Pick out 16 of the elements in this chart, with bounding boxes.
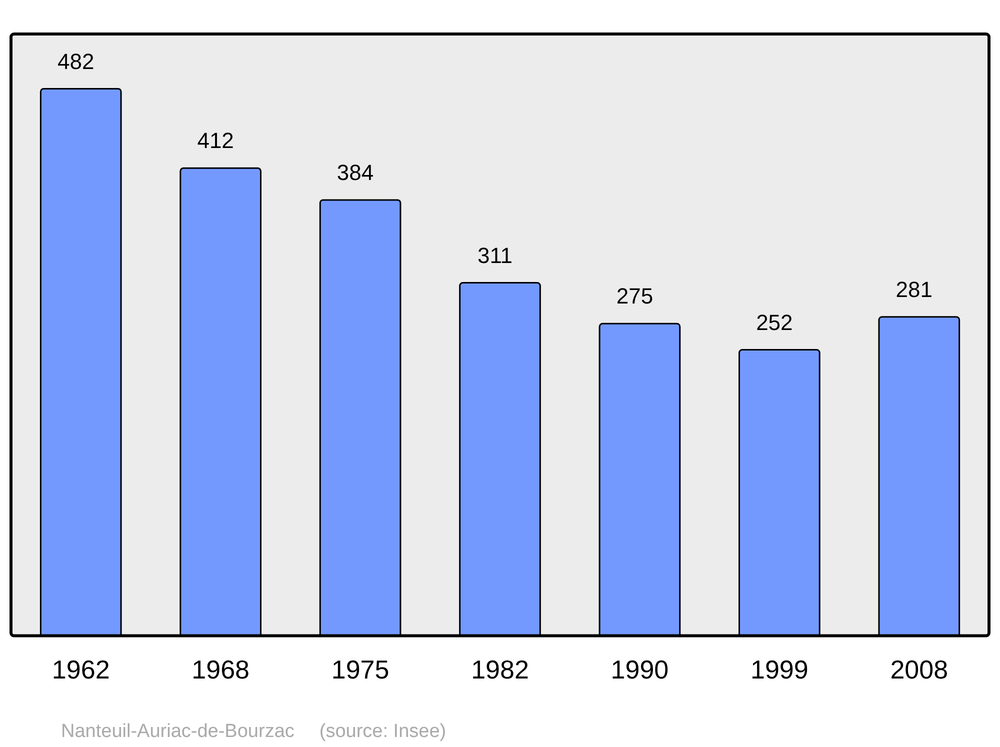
x-tick-label: 1968 xyxy=(192,654,250,685)
x-tick-label: 1975 xyxy=(331,654,390,685)
data-label: 311 xyxy=(477,242,513,268)
x-tick-label: 1982 xyxy=(471,654,529,685)
data-label: 482 xyxy=(58,48,94,74)
x-tick-label: 2008 xyxy=(890,654,948,685)
data-label: 384 xyxy=(336,160,374,186)
text: Nanteuil-Auriac-de-Bourzac xyxy=(61,721,294,742)
data-label: 281 xyxy=(896,276,932,302)
text: (source: Insee) xyxy=(319,721,446,742)
x-tick-label: 1962 xyxy=(52,654,110,685)
x-tick-label: 1990 xyxy=(610,654,669,685)
x-tick-label: 1999 xyxy=(750,654,808,685)
data-label: 252 xyxy=(756,310,793,335)
data-label: 412 xyxy=(197,128,234,154)
data-label: 275 xyxy=(616,284,654,309)
